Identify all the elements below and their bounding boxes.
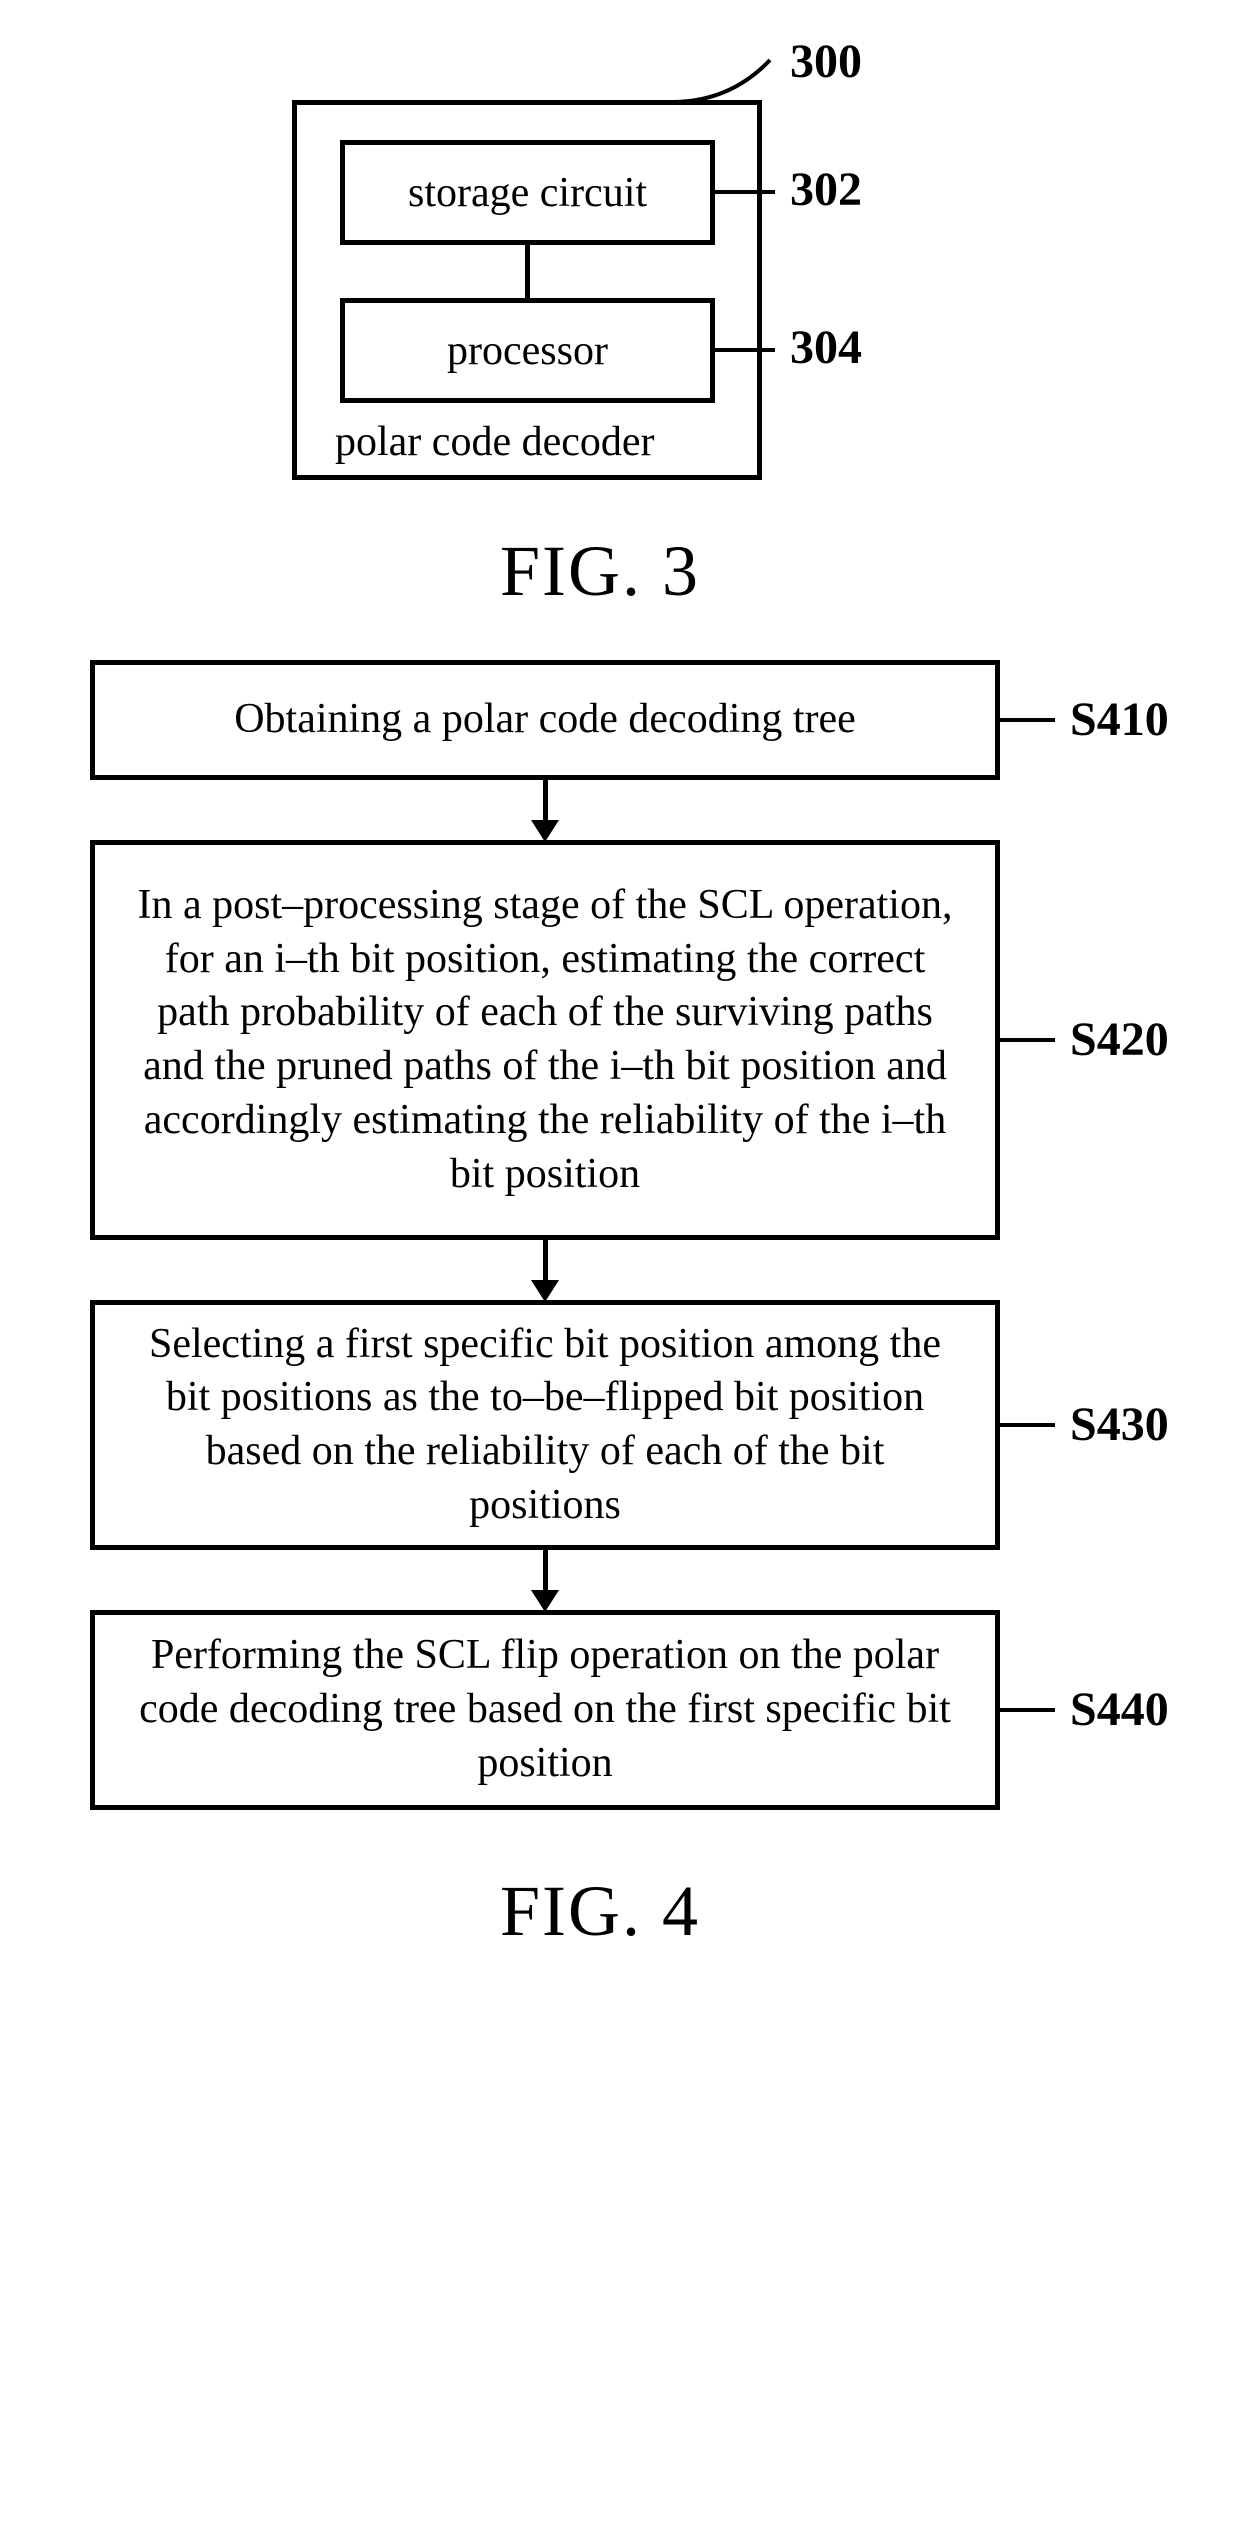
label-S410: S410	[1070, 692, 1169, 747]
lead-S440	[1000, 1708, 1055, 1712]
flow-step-S430: Selecting a first specific bit position …	[90, 1300, 1000, 1550]
page: storage circuit processor polar code dec…	[0, 0, 1240, 2010]
fig4-region: Obtaining a polar code decoding tree S41…	[0, 660, 1240, 2010]
ref304-label: 304	[790, 320, 862, 375]
fig3-region: storage circuit processor polar code dec…	[0, 40, 1240, 620]
processor-box: processor	[340, 298, 715, 403]
flow-step-text-S420: In a post–processing stage of the SCL op…	[125, 879, 965, 1202]
flow-step-text-S430: Selecting a first specific bit position …	[125, 1318, 965, 1533]
lead-S410	[1000, 718, 1055, 722]
label-S440: S440	[1070, 1682, 1169, 1737]
flow-step-S420: In a post–processing stage of the SCL op…	[90, 840, 1000, 1240]
storage-processor-connector	[525, 245, 530, 298]
flow-step-text-S440: Performing the SCL flip operation on the…	[125, 1629, 965, 1790]
ref302-lead	[715, 190, 775, 194]
lead-S420	[1000, 1038, 1055, 1042]
flow-step-S440: Performing the SCL flip operation on the…	[90, 1610, 1000, 1810]
ref302-label: 302	[790, 162, 862, 217]
fig4-caption: FIG. 4	[500, 1870, 700, 1953]
ref304-lead	[715, 348, 775, 352]
lead-S430	[1000, 1423, 1055, 1427]
ref300-label: 300	[790, 34, 862, 89]
label-S420: S420	[1070, 1012, 1169, 1067]
storage-circuit-box: storage circuit	[340, 140, 715, 245]
flow-step-text-S410: Obtaining a polar code decoding tree	[234, 693, 856, 747]
fig3-caption: FIG. 3	[500, 530, 700, 613]
polar-decoder-label: polar code decoder	[335, 418, 655, 466]
processor-label: processor	[447, 327, 608, 375]
ref300-lead-curve	[670, 54, 780, 104]
storage-circuit-label: storage circuit	[408, 169, 647, 217]
flow-step-S410: Obtaining a polar code decoding tree	[90, 660, 1000, 780]
label-S430: S430	[1070, 1397, 1169, 1452]
